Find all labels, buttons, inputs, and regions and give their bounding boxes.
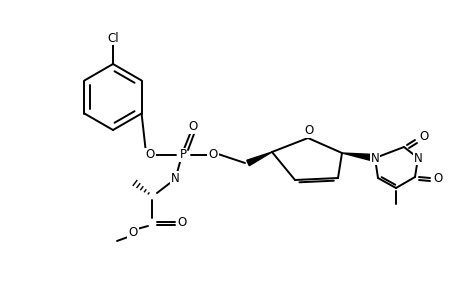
Text: O: O xyxy=(188,121,197,134)
Text: O: O xyxy=(128,226,137,239)
Text: O: O xyxy=(419,130,428,143)
Text: O: O xyxy=(145,148,154,161)
Polygon shape xyxy=(341,153,375,161)
Text: N: N xyxy=(370,152,379,164)
Text: N: N xyxy=(413,152,421,164)
Polygon shape xyxy=(246,152,271,166)
Text: P: P xyxy=(179,148,186,161)
Text: O: O xyxy=(304,124,313,137)
Text: O: O xyxy=(177,217,186,230)
Text: O: O xyxy=(208,148,217,161)
Text: O: O xyxy=(432,172,442,185)
Text: N: N xyxy=(170,172,179,184)
Text: Cl: Cl xyxy=(107,32,118,44)
